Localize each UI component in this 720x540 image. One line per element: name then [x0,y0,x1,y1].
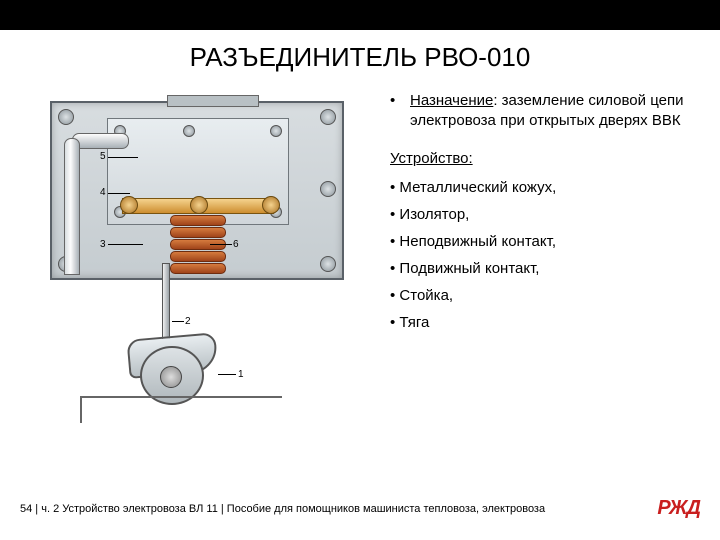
page-title: РАЗЪЕДИНИТЕЛЬ РВО-010 [0,42,720,73]
callout-1: 1 [238,369,244,380]
callout-3: 3 [100,239,106,250]
bar-pivot-left [120,196,138,214]
support-tube-vertical [64,138,80,275]
callout-4: 4 [100,187,106,198]
support-tube-horizontal [72,133,129,149]
callout-2: 2 [185,316,191,327]
housing-box [50,101,344,280]
device-item: • Неподвижный контакт, [390,233,700,250]
bar-pivot-mid [190,196,208,214]
purpose-row: • Назначение: заземление силовой цепи эл… [390,91,700,132]
device-heading: Устройство: [390,150,700,167]
device-item: • Тяга [390,314,700,331]
device-item: • Металлический кожух, [390,179,700,196]
device-item: • Изолятор, [390,206,700,223]
technical-diagram: 5 4 3 6 2 1 [20,91,360,421]
connecting-rod [162,263,170,345]
rzd-logo: РЖД [657,497,700,520]
device-item: • Подвижный контакт, [390,260,700,277]
top-cap [167,95,259,107]
callout-5: 5 [100,151,106,162]
callout-6: 6 [233,239,239,250]
footer: 54 | ч. 2 Устройство электровоза ВЛ 11 |… [20,497,700,520]
purpose-label: Назначение [410,92,493,109]
top-black-bar [0,0,720,30]
bar-pivot-right [262,196,280,214]
text-column: • Назначение: заземление силовой цепи эл… [360,91,700,421]
insulator-stack [170,215,226,275]
base-outline [80,396,282,423]
content-row: 5 4 3 6 2 1 • Назначение: заземление сил… [0,91,720,421]
device-item: • Стойка, [390,287,700,304]
footer-text: 54 | ч. 2 Устройство электровоза ВЛ 11 |… [20,503,545,515]
